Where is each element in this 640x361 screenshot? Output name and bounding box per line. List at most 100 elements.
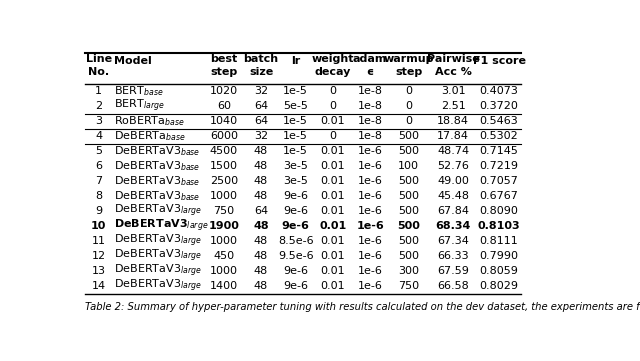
Text: 500: 500 [398,191,419,201]
Text: BERT$_{large}$: BERT$_{large}$ [114,98,165,114]
Text: 67.34: 67.34 [437,236,469,246]
Text: DeBERTaV3$_{base}$: DeBERTaV3$_{base}$ [114,189,200,203]
Text: 32: 32 [254,131,268,141]
Text: 10: 10 [91,221,106,231]
Text: 0.01: 0.01 [321,266,345,276]
Text: 1000: 1000 [210,191,238,201]
Text: 1e-6: 1e-6 [358,251,383,261]
Text: 0.7057: 0.7057 [480,176,518,186]
Text: step: step [395,67,422,77]
Text: 48: 48 [254,236,268,246]
Text: 11: 11 [92,236,106,246]
Text: 1: 1 [95,86,102,96]
Text: DeBERTaV3$_{large}$: DeBERTaV3$_{large}$ [114,278,202,295]
Text: 0.5302: 0.5302 [480,131,518,141]
Text: 3e-5: 3e-5 [284,161,308,171]
Text: 0.7145: 0.7145 [480,146,518,156]
Text: 8.5e-6: 8.5e-6 [278,236,314,246]
Text: 0.01: 0.01 [321,251,345,261]
Text: No.: No. [88,67,109,77]
Text: 1040: 1040 [210,116,238,126]
Text: 0: 0 [330,131,337,141]
Text: 1020: 1020 [210,86,238,96]
Text: 1e-6: 1e-6 [356,221,384,231]
Text: 500: 500 [398,131,419,141]
Text: 1e-6: 1e-6 [358,191,383,201]
Text: step: step [210,67,237,77]
Text: 500: 500 [398,206,419,216]
Text: 0.01: 0.01 [319,221,347,231]
Text: adam: adam [353,54,387,64]
Text: 1e-5: 1e-5 [284,146,308,156]
Text: 4: 4 [95,131,102,141]
Text: 1e-8: 1e-8 [358,101,383,111]
Text: DeBERTaV3$_{base}$: DeBERTaV3$_{base}$ [114,159,200,173]
Text: 750: 750 [213,206,234,216]
Text: 1e-6: 1e-6 [358,176,383,186]
Text: 500: 500 [398,176,419,186]
Text: warmup: warmup [383,54,434,64]
Text: 48.74: 48.74 [437,146,469,156]
Text: 0.6767: 0.6767 [480,191,518,201]
Text: 1e-8: 1e-8 [358,86,383,96]
Text: 48: 48 [254,161,268,171]
Text: ϵ: ϵ [367,67,374,77]
Text: 1e-6: 1e-6 [358,281,383,291]
Text: 48: 48 [254,251,268,261]
Text: 1900: 1900 [209,221,239,231]
Text: DeBERTaV3$_{large}$: DeBERTaV3$_{large}$ [114,263,202,279]
Text: 9e-6: 9e-6 [284,206,308,216]
Text: 0: 0 [405,101,412,111]
Text: 9e-6: 9e-6 [284,281,308,291]
Text: 0.01: 0.01 [321,176,345,186]
Text: 60: 60 [217,101,231,111]
Text: 48: 48 [254,176,268,186]
Text: 9e-6: 9e-6 [282,221,310,231]
Text: 9.5e-6: 9.5e-6 [278,251,314,261]
Text: 450: 450 [213,251,234,261]
Text: DeBERTaV3$_{base}$: DeBERTaV3$_{base}$ [114,144,200,158]
Text: 0.8090: 0.8090 [480,206,518,216]
Text: 64: 64 [254,101,268,111]
Text: lr: lr [291,56,300,66]
Text: 0.8029: 0.8029 [479,281,518,291]
Text: 0.7219: 0.7219 [479,161,518,171]
Text: DeBERTaV3$_{base}$: DeBERTaV3$_{base}$ [114,174,200,188]
Text: DeBERTaV3$_{large}$: DeBERTaV3$_{large}$ [114,203,202,219]
Text: 2500: 2500 [210,176,238,186]
Text: BERT$_{base}$: BERT$_{base}$ [114,84,164,98]
Text: 1e-5: 1e-5 [284,116,308,126]
Text: 0.3720: 0.3720 [480,101,518,111]
Text: 48: 48 [254,191,268,201]
Text: 48: 48 [254,281,268,291]
Text: 1e-8: 1e-8 [358,116,383,126]
Text: 14: 14 [92,281,106,291]
Text: 9e-6: 9e-6 [284,266,308,276]
Text: 8: 8 [95,191,102,201]
Text: 1000: 1000 [210,236,238,246]
Text: 0.01: 0.01 [321,206,345,216]
Text: 4500: 4500 [210,146,238,156]
Text: 1e-6: 1e-6 [358,161,383,171]
Text: 500: 500 [398,236,419,246]
Text: 500: 500 [397,221,420,231]
Text: 1e-5: 1e-5 [284,86,308,96]
Text: 1e-6: 1e-6 [358,266,383,276]
Text: size: size [249,67,273,77]
Text: 0.8059: 0.8059 [480,266,518,276]
Text: 500: 500 [398,146,419,156]
Text: 68.34: 68.34 [436,221,471,231]
Text: 66.33: 66.33 [437,251,469,261]
Text: 1e-8: 1e-8 [358,131,383,141]
Text: 6000: 6000 [210,131,238,141]
Text: 67.84: 67.84 [437,206,469,216]
Text: 1e-5: 1e-5 [284,131,308,141]
Text: batch: batch [243,54,278,64]
Text: 13: 13 [92,266,106,276]
Text: 0.01: 0.01 [321,236,345,246]
Text: decay: decay [315,67,351,77]
Text: 0.01: 0.01 [321,191,345,201]
Text: 3e-5: 3e-5 [284,176,308,186]
Text: 0: 0 [330,86,337,96]
Text: 18.84: 18.84 [437,116,469,126]
